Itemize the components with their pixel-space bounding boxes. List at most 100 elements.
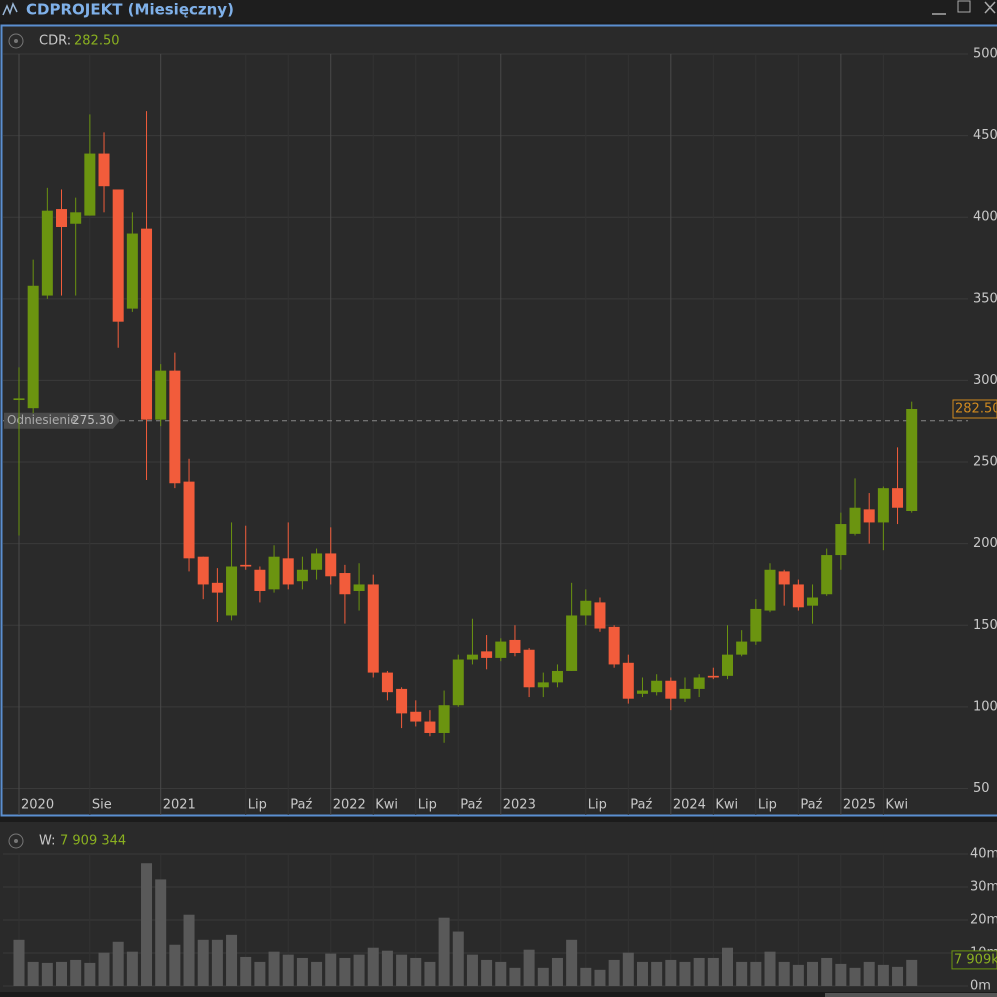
volume-bar (736, 961, 748, 986)
y-tick-label: 250 (973, 455, 997, 470)
volume-bar (98, 952, 110, 986)
candle-body (821, 555, 833, 595)
candle-body (381, 672, 393, 693)
volume-bar (693, 957, 705, 986)
candle-body (580, 600, 592, 616)
volume-bar (566, 939, 578, 986)
candle-body (764, 569, 776, 611)
x-tick-label: Lip (418, 798, 437, 813)
title-bar (0, 0, 997, 22)
x-tick-label: 2021 (163, 798, 196, 813)
x-tick-label: 2022 (333, 798, 366, 813)
x-tick-label: 2023 (503, 798, 536, 813)
volume-bar (240, 956, 252, 986)
volume-bar (835, 963, 847, 986)
candle-body (523, 649, 535, 688)
candle-body (509, 639, 521, 654)
maximize-button[interactable] (957, 0, 971, 13)
candle-body (566, 615, 578, 671)
volume-bar (679, 961, 691, 986)
volume-bar (863, 961, 875, 986)
window-title: CDPROJEKT (Miesięczny) (26, 1, 234, 19)
candle-body (27, 285, 39, 409)
x-tick-label: Paź (630, 798, 652, 813)
volume-bar (807, 961, 819, 986)
x-tick-label: Kwi (885, 798, 908, 813)
volume-bar (296, 957, 308, 986)
volume-bar (339, 957, 351, 986)
volume-bar (580, 967, 592, 986)
volume-bar (438, 917, 450, 986)
candle-body (750, 608, 762, 642)
panel-handle[interactable] (8, 33, 24, 49)
volume-bar (424, 961, 436, 986)
x-tick-label: Paź (290, 798, 312, 813)
y-tick-label: 450 (973, 128, 997, 143)
candle-body (778, 571, 790, 585)
x-tick-label: 2024 (673, 798, 706, 813)
close-button[interactable] (984, 1, 996, 14)
candle-body (296, 569, 308, 582)
candle-body (707, 675, 719, 678)
y-tick-label: 200 (973, 536, 997, 551)
volume-bar (56, 961, 68, 986)
y-tick-label: 50 (973, 781, 990, 796)
volume-bar (155, 879, 167, 986)
x-tick-label: Lip (248, 798, 267, 813)
candle-body (863, 509, 875, 523)
reference-value: 275.30 (72, 413, 114, 427)
y-tick-label: 30m (970, 880, 997, 895)
candle-body (452, 659, 464, 706)
candle-body (622, 662, 634, 699)
candle-body (254, 569, 266, 591)
y-tick-label: 350 (973, 291, 997, 306)
candle-body (551, 670, 563, 683)
scrollbar[interactable] (825, 993, 997, 997)
candle-body (892, 488, 904, 508)
candle-body (636, 690, 648, 694)
x-tick-label: Kwi (715, 798, 738, 813)
volume-bar (466, 954, 478, 986)
volume-bar (282, 954, 294, 986)
volume-bar (594, 969, 606, 986)
candle-body (325, 553, 337, 577)
volume-bar (311, 961, 323, 986)
candle-body (169, 370, 181, 484)
volume-bar (396, 954, 408, 986)
reference-label: Odniesienie (7, 413, 78, 427)
symbol-label: CDR: (39, 34, 71, 49)
candle-body (736, 641, 748, 655)
x-tick-label: Paź (800, 798, 822, 813)
candle-body (481, 651, 493, 658)
volume-bar (197, 939, 209, 986)
volume-bar (84, 962, 96, 986)
x-tick-label: Sie (92, 798, 112, 813)
volume-bar (367, 947, 379, 986)
volume-bar (622, 952, 634, 986)
candle-body (183, 481, 195, 559)
candle-body (56, 209, 68, 228)
candle-body (679, 688, 691, 699)
panel-handle[interactable] (8, 833, 24, 849)
volume-bar (254, 961, 266, 986)
candle-body (722, 654, 733, 676)
last-price-tag (952, 399, 997, 419)
volume-bar (27, 961, 39, 986)
y-tick-label: 400 (973, 210, 997, 225)
volume-bar (722, 947, 733, 986)
candle-body (396, 688, 408, 714)
volume-bar (325, 953, 337, 986)
volume-bar (126, 951, 138, 986)
chart-icon (2, 2, 18, 16)
candle-body (906, 408, 918, 512)
volume-bar (849, 967, 861, 986)
volume-bar (892, 966, 904, 986)
y-tick-label: 20m (970, 913, 997, 928)
volume-label: W: (39, 834, 55, 849)
volume-bar (183, 914, 195, 986)
volume-bar (268, 951, 280, 986)
x-tick-label: 2025 (843, 798, 876, 813)
volume-bar (112, 941, 124, 986)
candle-body (141, 228, 153, 420)
volume-bar (877, 964, 889, 986)
